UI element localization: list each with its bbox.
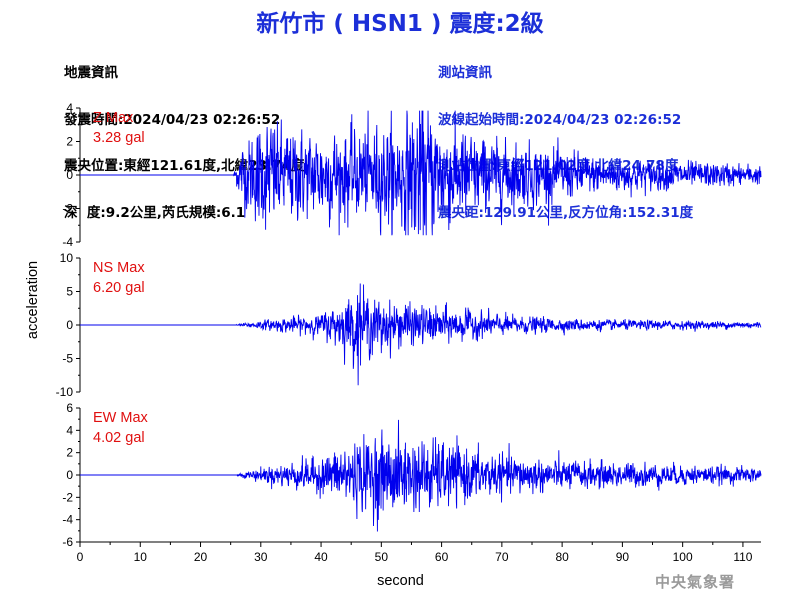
x-axis-label: second [377, 573, 424, 589]
page-title: 新竹市 ( HSN1 ) 震度:2級 [256, 11, 544, 37]
origin-time: 發震時間:2024/04/23 02:26:52 [64, 111, 281, 128]
y-tick-label: 0 [66, 168, 73, 182]
waveform-trace-ew [80, 419, 762, 532]
agency-logo-text: 中央氣象署 [655, 573, 736, 591]
x-tick-label: 30 [254, 550, 268, 564]
y-tick-label: -4 [62, 513, 73, 527]
y-tick-label: -10 [56, 385, 74, 399]
y-tick-label: -2 [62, 202, 73, 216]
max-label: EW Max [93, 410, 149, 426]
waveform-start-time: 波線起始時間:2024/04/23 02:26:52 [438, 111, 682, 128]
y-tick-label: 0 [66, 468, 73, 482]
x-tick-label: 20 [194, 550, 208, 564]
x-tick-label: 60 [435, 550, 449, 564]
x-tick-label: 110 [733, 550, 752, 564]
x-tick-label: 0 [77, 550, 84, 564]
earthquake-info: 地震資訊 發震時間:2024/04/23 02:26:52 震央位置:東經121… [64, 35, 304, 237]
depth-magnitude: 深 度:9.2公里,芮氏規模:6.1 [64, 204, 246, 221]
y-axis-label: acceleration [25, 261, 41, 339]
x-tick-label: 80 [555, 550, 569, 564]
waveform-trace-ns [80, 283, 762, 386]
max-label: NS Max [93, 260, 145, 276]
y-tick-label: -4 [62, 235, 73, 249]
max-label: Z Max [93, 110, 134, 126]
y-tick-label: -6 [62, 535, 73, 549]
panel-ns: -10 -5 0 5 10 NS Max 6.20 gal [56, 251, 762, 399]
y-tick-label: 6 [66, 401, 73, 415]
x-tick-label: 70 [495, 550, 509, 564]
panel-ew: -6 -4 -2 0 2 4 6 EW Max 4.02 gal [62, 401, 762, 549]
y-tick-label: 5 [66, 285, 73, 299]
y-tick-label: -2 [62, 490, 73, 504]
panel-z: -4 -2 0 2 4 Z Max 3.28 gal [62, 101, 762, 249]
x-tick-label: 50 [375, 550, 389, 564]
y-tick-label: 4 [66, 101, 73, 115]
y-tick-label: -5 [62, 352, 73, 366]
y-tick-label: 2 [66, 446, 73, 460]
y-tick-label: 0 [66, 318, 73, 332]
y-tick-label: 4 [66, 423, 73, 437]
max-value: 6.20 gal [93, 280, 145, 296]
waveform-trace-z [80, 110, 762, 236]
x-tick-label: 90 [616, 550, 630, 564]
earthquake-info-heading: 地震資訊 [64, 65, 118, 81]
y-tick-label: 2 [66, 135, 73, 149]
max-value: 4.02 gal [93, 430, 145, 446]
x-tick-label: 100 [673, 550, 693, 564]
max-value: 3.28 gal [93, 130, 145, 146]
x-tick-label: 40 [314, 550, 328, 564]
y-tick-label: 10 [60, 251, 74, 265]
x-tick-label: 10 [134, 550, 148, 564]
station-info-heading: 測站資訊 [438, 65, 492, 81]
